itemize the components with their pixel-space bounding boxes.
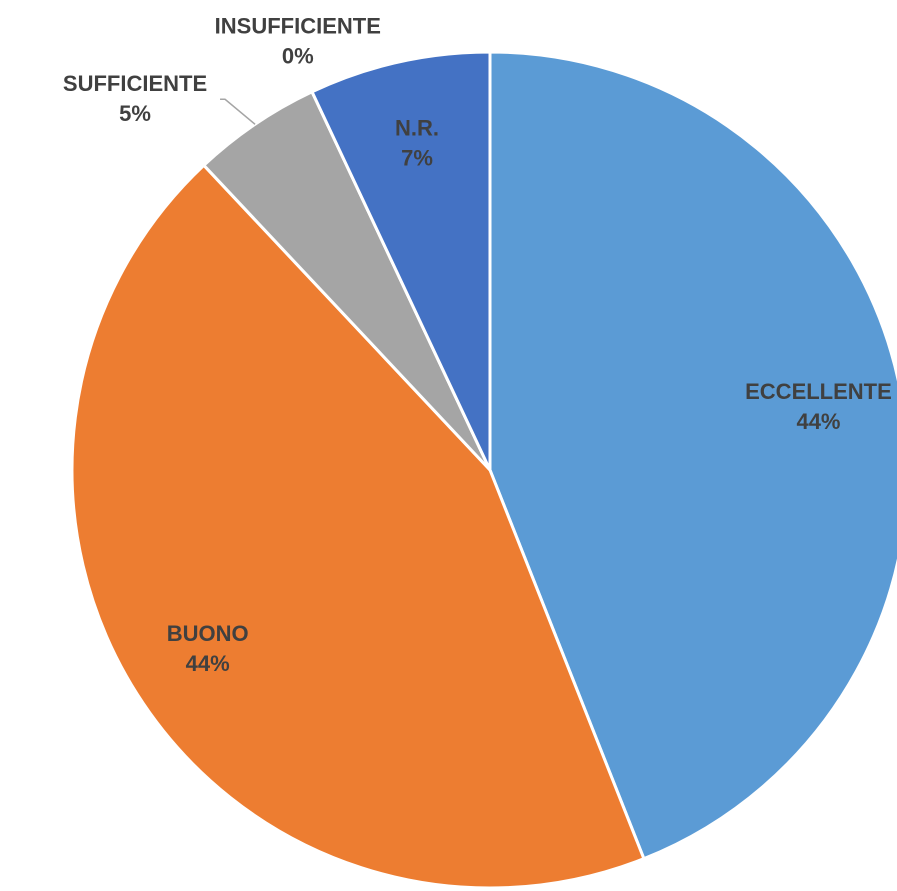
slice-value-label: 44%: [186, 651, 230, 676]
pie-slice: [70, 163, 646, 890]
slice-value-label: 7%: [401, 145, 433, 170]
slice-value-label: 0%: [282, 43, 314, 68]
pie-slice: [488, 50, 897, 861]
slice-label: INSUFFICIENTE: [215, 13, 381, 38]
pie-slice: [310, 50, 492, 471]
slice-label: SUFFICIENTE: [63, 71, 207, 96]
slice-label: BUONO: [167, 621, 249, 646]
slice-value-label: 5%: [119, 101, 151, 126]
slice-label: N.R.: [395, 115, 439, 140]
leader-line: [220, 98, 256, 125]
slice-label: ECCELLENTE: [745, 379, 892, 404]
slice-value-label: 44%: [796, 409, 840, 434]
